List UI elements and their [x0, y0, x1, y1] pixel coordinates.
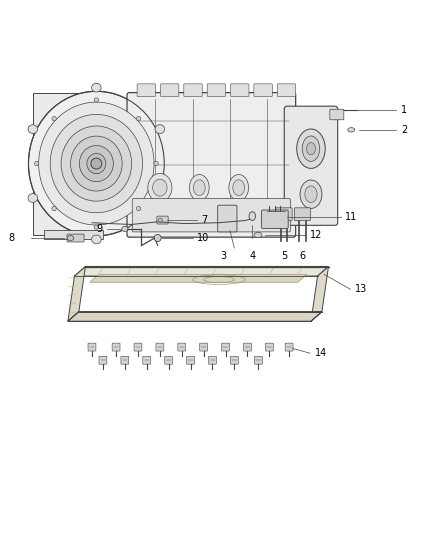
Polygon shape [90, 274, 307, 282]
FancyBboxPatch shape [143, 356, 151, 364]
FancyBboxPatch shape [207, 84, 226, 96]
Ellipse shape [305, 186, 317, 203]
Ellipse shape [71, 136, 122, 191]
Ellipse shape [154, 161, 158, 166]
Text: 1: 1 [401, 105, 407, 115]
FancyBboxPatch shape [218, 205, 237, 232]
FancyBboxPatch shape [67, 234, 84, 242]
Ellipse shape [28, 91, 164, 236]
Text: 4: 4 [249, 251, 255, 261]
Ellipse shape [28, 125, 38, 133]
Ellipse shape [52, 206, 57, 211]
FancyBboxPatch shape [88, 343, 96, 351]
Ellipse shape [28, 193, 38, 203]
Ellipse shape [302, 136, 320, 161]
FancyBboxPatch shape [200, 343, 208, 351]
Text: 3: 3 [220, 251, 226, 261]
Ellipse shape [249, 212, 255, 221]
FancyBboxPatch shape [277, 84, 296, 96]
Text: 10: 10 [197, 233, 209, 243]
Text: 5: 5 [281, 251, 287, 261]
Text: 12: 12 [310, 230, 322, 240]
FancyBboxPatch shape [265, 343, 273, 351]
FancyBboxPatch shape [222, 343, 230, 351]
Ellipse shape [348, 128, 355, 132]
Ellipse shape [229, 174, 249, 201]
Polygon shape [68, 266, 85, 321]
FancyBboxPatch shape [285, 343, 293, 351]
Polygon shape [74, 266, 328, 276]
FancyBboxPatch shape [137, 84, 155, 96]
FancyBboxPatch shape [261, 210, 288, 229]
FancyBboxPatch shape [99, 356, 107, 364]
FancyBboxPatch shape [44, 230, 103, 239]
FancyBboxPatch shape [132, 199, 290, 232]
FancyBboxPatch shape [230, 84, 249, 96]
Ellipse shape [39, 102, 154, 225]
Text: 14: 14 [314, 348, 327, 358]
FancyBboxPatch shape [294, 208, 311, 221]
Ellipse shape [148, 173, 172, 202]
Ellipse shape [307, 142, 315, 155]
FancyBboxPatch shape [160, 84, 179, 96]
Ellipse shape [61, 126, 132, 201]
Ellipse shape [91, 158, 102, 169]
Ellipse shape [52, 116, 57, 121]
FancyBboxPatch shape [112, 343, 120, 351]
Text: 6: 6 [299, 251, 305, 261]
FancyBboxPatch shape [33, 93, 103, 235]
Ellipse shape [87, 154, 106, 174]
FancyBboxPatch shape [187, 356, 194, 364]
Polygon shape [68, 312, 322, 321]
Ellipse shape [136, 206, 141, 211]
Text: 2: 2 [401, 125, 407, 135]
FancyBboxPatch shape [165, 356, 173, 364]
Text: 8: 8 [9, 233, 15, 243]
FancyBboxPatch shape [254, 356, 262, 364]
FancyBboxPatch shape [244, 343, 251, 351]
Ellipse shape [297, 129, 325, 168]
Ellipse shape [158, 219, 162, 222]
FancyBboxPatch shape [184, 84, 202, 96]
Ellipse shape [155, 125, 165, 133]
Ellipse shape [35, 161, 39, 166]
FancyBboxPatch shape [121, 356, 129, 364]
Ellipse shape [94, 225, 99, 229]
Text: 13: 13 [355, 284, 367, 294]
Ellipse shape [94, 98, 99, 102]
FancyBboxPatch shape [157, 216, 168, 224]
FancyBboxPatch shape [178, 343, 186, 351]
Ellipse shape [67, 236, 74, 241]
Ellipse shape [155, 193, 165, 203]
Ellipse shape [92, 235, 101, 244]
Text: 7: 7 [201, 215, 208, 225]
FancyBboxPatch shape [127, 93, 296, 237]
FancyBboxPatch shape [254, 84, 272, 96]
Ellipse shape [254, 232, 262, 238]
Ellipse shape [154, 235, 161, 241]
FancyBboxPatch shape [284, 106, 338, 225]
Text: 9: 9 [97, 224, 103, 234]
Text: 11: 11 [345, 213, 357, 222]
Ellipse shape [152, 179, 167, 196]
Ellipse shape [136, 116, 141, 121]
Ellipse shape [92, 83, 101, 92]
Ellipse shape [194, 180, 205, 196]
Ellipse shape [122, 226, 128, 231]
Ellipse shape [50, 115, 142, 213]
FancyBboxPatch shape [134, 343, 142, 351]
FancyBboxPatch shape [230, 356, 238, 364]
FancyBboxPatch shape [276, 208, 292, 221]
FancyBboxPatch shape [330, 109, 344, 120]
Ellipse shape [79, 146, 113, 182]
Ellipse shape [300, 180, 322, 208]
Polygon shape [311, 266, 328, 321]
FancyBboxPatch shape [208, 356, 216, 364]
Ellipse shape [233, 180, 245, 196]
Ellipse shape [190, 174, 209, 201]
FancyBboxPatch shape [156, 343, 164, 351]
